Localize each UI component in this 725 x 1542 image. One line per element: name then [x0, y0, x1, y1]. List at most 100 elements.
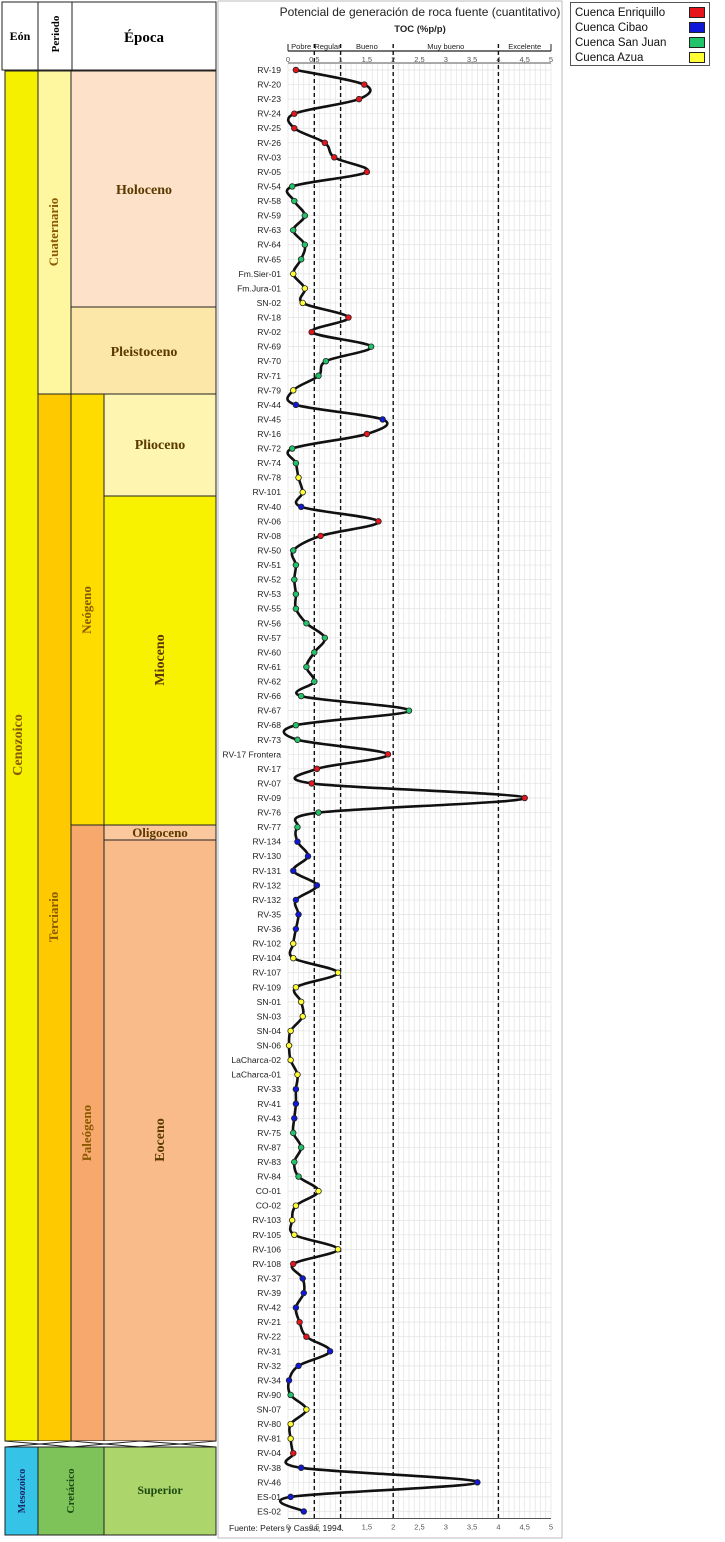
x-tick-label-top: 0 — [286, 55, 290, 64]
data-point — [321, 139, 329, 146]
data-point — [292, 1202, 300, 1209]
sample-label: RV-43 — [257, 1113, 281, 1123]
sample-label: RV-33 — [257, 1084, 281, 1094]
epoch-plioceno — [103, 393, 217, 497]
data-point — [299, 299, 306, 307]
x-tick-label-top: 4,5 — [519, 55, 529, 64]
data-point — [291, 110, 298, 117]
data-point — [290, 1129, 297, 1137]
sample-label: RV-66 — [257, 691, 281, 701]
sample-label: RV-90 — [257, 1390, 281, 1400]
data-point — [474, 1479, 481, 1486]
data-point — [291, 1115, 298, 1122]
legend-label: Cuenca Enriquillo — [575, 6, 666, 19]
data-point — [291, 1158, 298, 1166]
sample-label: RV-21 — [257, 1317, 281, 1327]
sample-label: ES-01 — [257, 1492, 281, 1502]
data-point — [292, 722, 300, 729]
data-point — [295, 1173, 302, 1180]
data-point — [285, 1377, 293, 1384]
sample-label: RV-18 — [257, 313, 281, 323]
sample-label: RV-61 — [257, 662, 281, 672]
period-terciario — [37, 393, 72, 1442]
data-point — [295, 474, 302, 481]
x-tick-label-bottom: 0 — [286, 1522, 290, 1531]
sample-label: RV-39 — [257, 1288, 281, 1298]
data-point — [292, 561, 300, 569]
x-tick-label-bottom: 2,5 — [414, 1522, 424, 1531]
sample-labels: RV-19 RV-20 RV-23 RV-24 RV-25 RV-26 RV-03 RV-05… — [222, 65, 281, 1516]
x-ticks-top: 0 0,5 1 1,5 2 2,5 3 3,5 4 4,5 5 — [286, 55, 553, 64]
sample-label: RV-45 — [257, 414, 281, 424]
data-point — [291, 576, 298, 583]
sample-label: RV-05 — [257, 167, 281, 177]
sample-points — [285, 66, 528, 1515]
x-tick-label-top: 1 — [339, 55, 343, 64]
data-point — [291, 1231, 298, 1238]
sample-label: RV-34 — [257, 1375, 281, 1385]
data-point — [300, 1289, 307, 1297]
x-tick-label-top: 2 — [391, 55, 395, 64]
data-point — [297, 998, 305, 1006]
sample-label: RV-105 — [252, 1230, 281, 1240]
sample-label: RV-68 — [257, 720, 281, 730]
data-point — [334, 969, 342, 976]
data-point — [287, 1027, 294, 1035]
data-point — [289, 1217, 296, 1224]
legend-swatch — [689, 52, 705, 63]
sample-label: RV-56 — [257, 618, 281, 628]
data-point — [290, 270, 297, 278]
data-point — [287, 1391, 294, 1399]
x-ticks-bottom: 0 0,5 1 1,5 2 2,5 3 3,5 4 4,5 5 — [286, 1522, 553, 1531]
sample-label: RV-41 — [257, 1099, 281, 1109]
data-point — [311, 678, 318, 685]
data-point — [291, 125, 298, 132]
data-point — [303, 620, 310, 627]
sample-label: RV-60 — [257, 647, 281, 657]
sample-label: RV-102 — [252, 939, 281, 949]
legend-swatch — [689, 7, 705, 18]
class-label: Excelente — [508, 42, 541, 51]
data-point — [294, 838, 301, 845]
x-tick-label-bottom: 0,5 — [309, 1522, 319, 1531]
data-point — [292, 590, 300, 598]
legend-label: Cuenca Azua — [575, 51, 644, 64]
period-cretacico-label: Cretácico — [65, 1468, 77, 1513]
sample-label: RV-65 — [257, 254, 281, 264]
grid — [287, 62, 552, 1519]
sample-label: RV-107 — [252, 968, 281, 978]
sample-label: RV-74 — [257, 458, 281, 468]
sample-label: RV-101 — [252, 487, 281, 497]
sample-label: RV-132 — [252, 895, 281, 905]
data-point — [297, 256, 305, 263]
sample-label: RV-72 — [257, 444, 281, 454]
data-point — [292, 1100, 300, 1107]
epoch-mioceno — [103, 495, 217, 826]
data-point — [292, 605, 300, 612]
period-terciario-label: Terciario — [46, 892, 61, 943]
sample-label: RV-51 — [257, 560, 281, 570]
data-point — [375, 518, 382, 525]
sample-label: RV-44 — [257, 400, 281, 410]
data-point — [331, 154, 338, 161]
legend-item-san-juan: Cuenca San Juan — [575, 35, 705, 50]
x-tick-label-bottom: 4 — [496, 1522, 500, 1531]
data-point — [379, 416, 386, 423]
data-point — [313, 765, 321, 773]
sample-label: CO-02 — [256, 1201, 282, 1211]
sample-label: RV-46 — [257, 1477, 281, 1487]
data-point — [287, 1056, 294, 1064]
sample-label: RV-59 — [257, 211, 281, 221]
sample-label: RV-26 — [257, 138, 281, 148]
sample-label: RV-80 — [257, 1419, 281, 1429]
data-point — [317, 532, 324, 540]
data-point — [301, 241, 309, 248]
sample-label: RV-69 — [257, 342, 281, 352]
data-point — [297, 1464, 305, 1471]
data-point — [311, 649, 318, 656]
sample-label: RV-108 — [252, 1259, 281, 1269]
sample-label: RV-02 — [257, 327, 281, 337]
sample-label: SN-06 — [257, 1041, 282, 1051]
data-point — [289, 183, 296, 190]
legend-item-azua: Cuenca Azua — [575, 50, 705, 65]
